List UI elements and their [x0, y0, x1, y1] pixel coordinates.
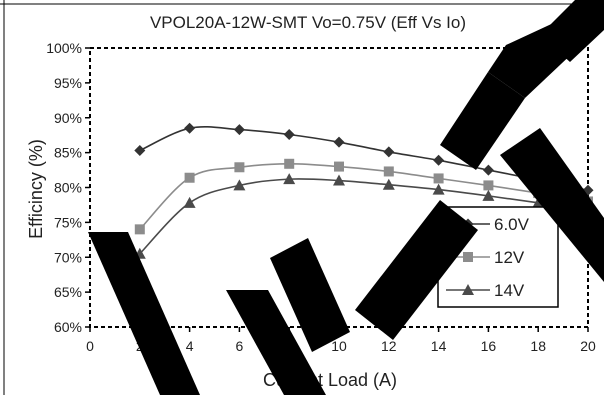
legend-label: 12V	[494, 248, 525, 267]
legend-label: 6.0V	[494, 215, 530, 234]
y-axis-label: Efficincy (%)	[26, 139, 46, 239]
data-point	[284, 158, 295, 169]
x-tick-label: 4	[186, 338, 194, 354]
y-tick-label: 60%	[54, 319, 82, 335]
data-point	[432, 183, 445, 195]
y-tick-label: 65%	[54, 284, 82, 300]
y-tick-label: 85%	[54, 145, 82, 161]
data-point	[483, 180, 494, 191]
data-point	[433, 154, 445, 166]
legend: 6.0V 12V 14V	[437, 206, 559, 308]
data-point	[334, 161, 344, 172]
x-tick-label: 10	[331, 338, 347, 354]
x-tick-label: 20	[580, 338, 596, 354]
y-tick-label: 70%	[54, 249, 82, 265]
data-point	[482, 189, 495, 201]
data-point	[134, 224, 145, 235]
data-point	[233, 179, 246, 191]
data-point	[482, 164, 494, 176]
chart-title: VPOL20A-12W-SMT Vo=0.75V (Eff Vs Io)	[150, 13, 466, 32]
x-tick-label: 0	[86, 338, 94, 354]
x-tick-label: 18	[530, 338, 546, 354]
y-tick-label: 80%	[54, 180, 82, 196]
data-point	[383, 146, 395, 158]
y-tick-label: 95%	[54, 75, 82, 91]
x-tick-label: 6	[236, 338, 244, 354]
y-axis-ticks: 60% 65% 70% 75% 80% 85% 90% 95% 100%	[46, 40, 90, 335]
watermark	[88, 0, 604, 395]
data-point	[283, 128, 295, 140]
data-point	[383, 166, 394, 177]
series-line	[139, 162, 589, 230]
data-point	[233, 124, 245, 136]
series-14v	[133, 173, 594, 259]
x-tick-label: 16	[481, 338, 497, 354]
legend-label: 14V	[494, 281, 525, 300]
data-point	[184, 172, 195, 183]
data-point	[382, 178, 395, 190]
data-point	[283, 173, 296, 185]
data-point	[333, 174, 345, 186]
data-point	[134, 145, 146, 157]
data-point	[333, 136, 345, 148]
legend-marker	[462, 284, 474, 295]
data-point	[433, 173, 444, 184]
x-tick-label: 12	[381, 338, 397, 354]
legend-marker	[463, 252, 473, 262]
data-point	[184, 122, 196, 134]
series-line	[139, 126, 589, 192]
y-tick-label: 90%	[54, 110, 82, 126]
x-tick-label: 14	[431, 338, 447, 354]
y-tick-label: 75%	[54, 214, 82, 230]
y-tick-label: 100%	[46, 40, 82, 56]
series-line	[139, 178, 589, 255]
data-point	[234, 162, 245, 173]
data-point	[183, 196, 196, 208]
